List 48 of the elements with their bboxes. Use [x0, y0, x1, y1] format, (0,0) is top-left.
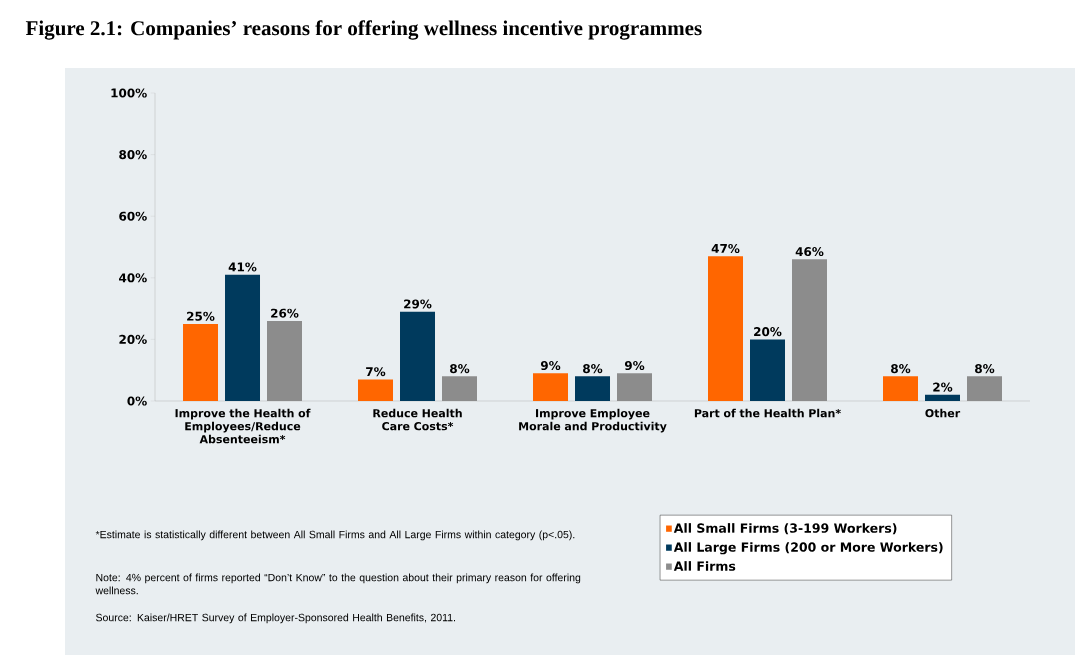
- bar: [442, 376, 477, 401]
- data-label: 25%: [187, 311, 215, 321]
- y-tick-label: 60%: [119, 211, 147, 221]
- bar: [533, 373, 569, 401]
- legend-label: All Firms: [673, 561, 736, 571]
- bar: [358, 379, 393, 401]
- data-label: 26%: [271, 308, 299, 318]
- data-label: 8%: [583, 364, 603, 374]
- bar: [967, 376, 1002, 401]
- y-tick-label: 40%: [119, 273, 147, 283]
- bar: [183, 323, 219, 401]
- data-label: 8%: [450, 364, 470, 374]
- bar: [617, 373, 653, 401]
- data-label: 8%: [891, 364, 911, 374]
- bar: [575, 376, 611, 401]
- data-label: 7%: [366, 367, 386, 377]
- legend-label: All Small Firms (3-199 Workers): [673, 523, 897, 535]
- data-label: 29%: [404, 299, 432, 309]
- bar: [792, 259, 827, 401]
- bar: [883, 376, 918, 401]
- bar: [708, 256, 743, 401]
- bar: [225, 274, 261, 401]
- data-label: 9%: [624, 360, 645, 371]
- chart-title: Figure 2.1: Companies’ reasons for offering wellness incentive programmes: [25, 20, 702, 40]
- data-label: 9%: [540, 360, 561, 371]
- data-label: 2%: [933, 382, 953, 392]
- data-label: 20%: [754, 327, 782, 337]
- x-tick-label: Improve Employee Morale and Productivity: [519, 408, 667, 433]
- x-tick-label: Part of the Health Plan*: [694, 408, 841, 418]
- x-tick-label: Other: [925, 408, 961, 418]
- data-label: 46%: [795, 247, 824, 257]
- y-tick-label: 100%: [111, 88, 147, 98]
- legend-label: All Large Firms (200 or More Workers): [673, 542, 943, 555]
- y-tick-label: 0%: [127, 396, 147, 406]
- bar: [750, 339, 785, 401]
- data-label: 41%: [228, 262, 257, 272]
- y-tick-label: 80%: [119, 150, 147, 160]
- bar: [267, 320, 303, 401]
- data-label: 8%: [975, 364, 995, 374]
- x-tick-label: Reduce Health Care Costs*: [373, 408, 462, 431]
- x-tick-label: Improve the Health of Employees/Reduce Absenteeism*: [175, 408, 311, 444]
- bar: [400, 311, 435, 401]
- text: Note: 4% percent of firms reported “Don’t Know” to the question about their primary reason for offering wellness.: [95, 573, 581, 595]
- source-note: Source: Kaiser/HRET Survey of Employer-Sponsored Health Benefits, 2011.: [96, 613, 456, 624]
- y-tick-label: 20%: [119, 334, 147, 344]
- bar: [925, 394, 960, 401]
- data-label: 47%: [711, 243, 740, 254]
- text: *Estimate is statistically different between All Small Firms and All Large Firms within category (p<.05).: [95, 530, 575, 541]
